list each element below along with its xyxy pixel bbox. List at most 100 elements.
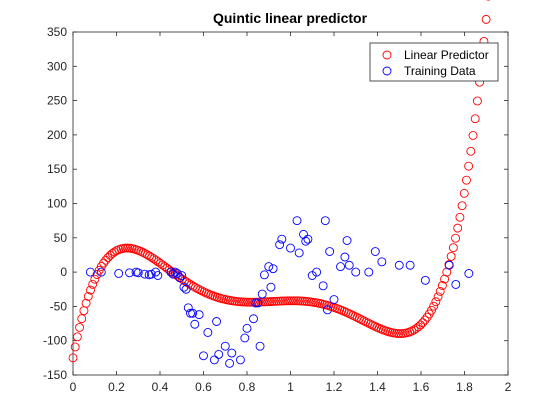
predictor-point [145,251,154,261]
training-point [420,275,430,285]
predictor-point [282,296,292,306]
x-axis: 0 0.2 0.4 0.6 0.8 1 1.2 1.4 1.6 1.8 2 [70,32,512,394]
predictor-point [267,297,277,306]
y-tick-label: 150 [47,162,67,176]
training-point [344,260,354,270]
predictor-point [481,14,491,24]
training-point [242,323,252,333]
training-point [318,281,328,291]
training-point [114,269,124,278]
training-point [364,267,374,277]
predictor-point [433,292,443,302]
training-point [312,267,322,277]
x-tick-label: 0.6 [195,380,212,394]
predictor-point [142,250,152,260]
training-point [220,341,230,351]
training-point [153,271,163,280]
training-point [199,351,208,361]
predictor-point [457,201,467,211]
predictor-point [440,274,450,284]
predictor-point [293,296,303,306]
training-point [240,333,250,343]
predictor-point [92,270,102,279]
x-tick-label: 0 [70,380,77,394]
training-point [464,269,474,278]
training-point [194,310,204,320]
predictor-point [429,301,439,311]
training-point [257,289,267,299]
predictor-point [291,296,301,306]
training-point [225,358,235,368]
predictor-point [182,277,192,287]
series-training-data [85,216,474,368]
predictor-point [86,285,95,295]
predictor-point [112,246,122,256]
training-point [249,314,258,324]
training-point [253,298,263,308]
predictor-point [140,249,150,258]
training-point [251,298,261,308]
x-tick-label: 1.8 [456,380,473,394]
training-point [303,234,313,244]
y-tick-label: 300 [47,59,67,73]
predictor-point [88,279,98,289]
y-tick-label: 100 [47,197,67,211]
training-point [266,282,276,292]
training-point [227,348,237,358]
predictor-point [420,315,430,325]
predictor-point [70,342,80,352]
predictor-point [459,188,469,198]
training-point [177,271,187,280]
predictor-point [77,314,87,324]
predictor-point [468,131,478,140]
predictor-point [271,296,281,306]
training-point [140,269,150,279]
predictor-point [435,286,445,296]
training-point [451,280,461,289]
predictor-point [151,255,161,265]
legend-marker-training-data [382,66,392,76]
predictor-point [409,325,419,335]
training-point [340,252,350,262]
predictor-point [289,296,299,306]
predictor-point [451,233,460,243]
predictor-point [287,296,297,306]
predictor-point [83,291,93,301]
predictor-point [252,297,262,307]
training-point [264,262,274,272]
training-point [336,262,345,272]
x-tick-label: 1.4 [369,380,386,394]
training-point [179,282,189,292]
predictor-point [263,297,272,307]
predictor-point [372,322,382,332]
training-point [203,328,213,337]
training-point [275,240,285,250]
training-point [405,260,415,270]
training-point [209,355,219,365]
training-point [125,268,135,278]
training-point [172,269,182,278]
y-tick-label: -50 [50,299,68,313]
predictor-point [121,243,130,253]
x-tick-label: 0.8 [239,380,256,394]
y-tick-label: 250 [47,94,67,108]
predictor-point [180,276,189,286]
x-tick-label: 0.2 [108,380,125,394]
y-tick-label: 0 [60,265,67,279]
training-point [292,216,302,226]
training-point [268,264,278,274]
x-tick-label: 0.4 [152,380,169,394]
legend-label-training-data: Training Data [404,64,476,78]
y-tick-label: 200 [47,128,67,142]
training-point [444,260,454,270]
predictor-point [466,146,476,156]
training-point [255,341,265,351]
y-tick-label: -100 [43,334,67,348]
predictor-point [107,248,117,258]
training-point [214,349,224,359]
predictor-point [149,254,159,264]
training-point [377,257,387,267]
training-point [183,303,193,313]
training-point [133,268,143,278]
training-point [394,260,404,270]
